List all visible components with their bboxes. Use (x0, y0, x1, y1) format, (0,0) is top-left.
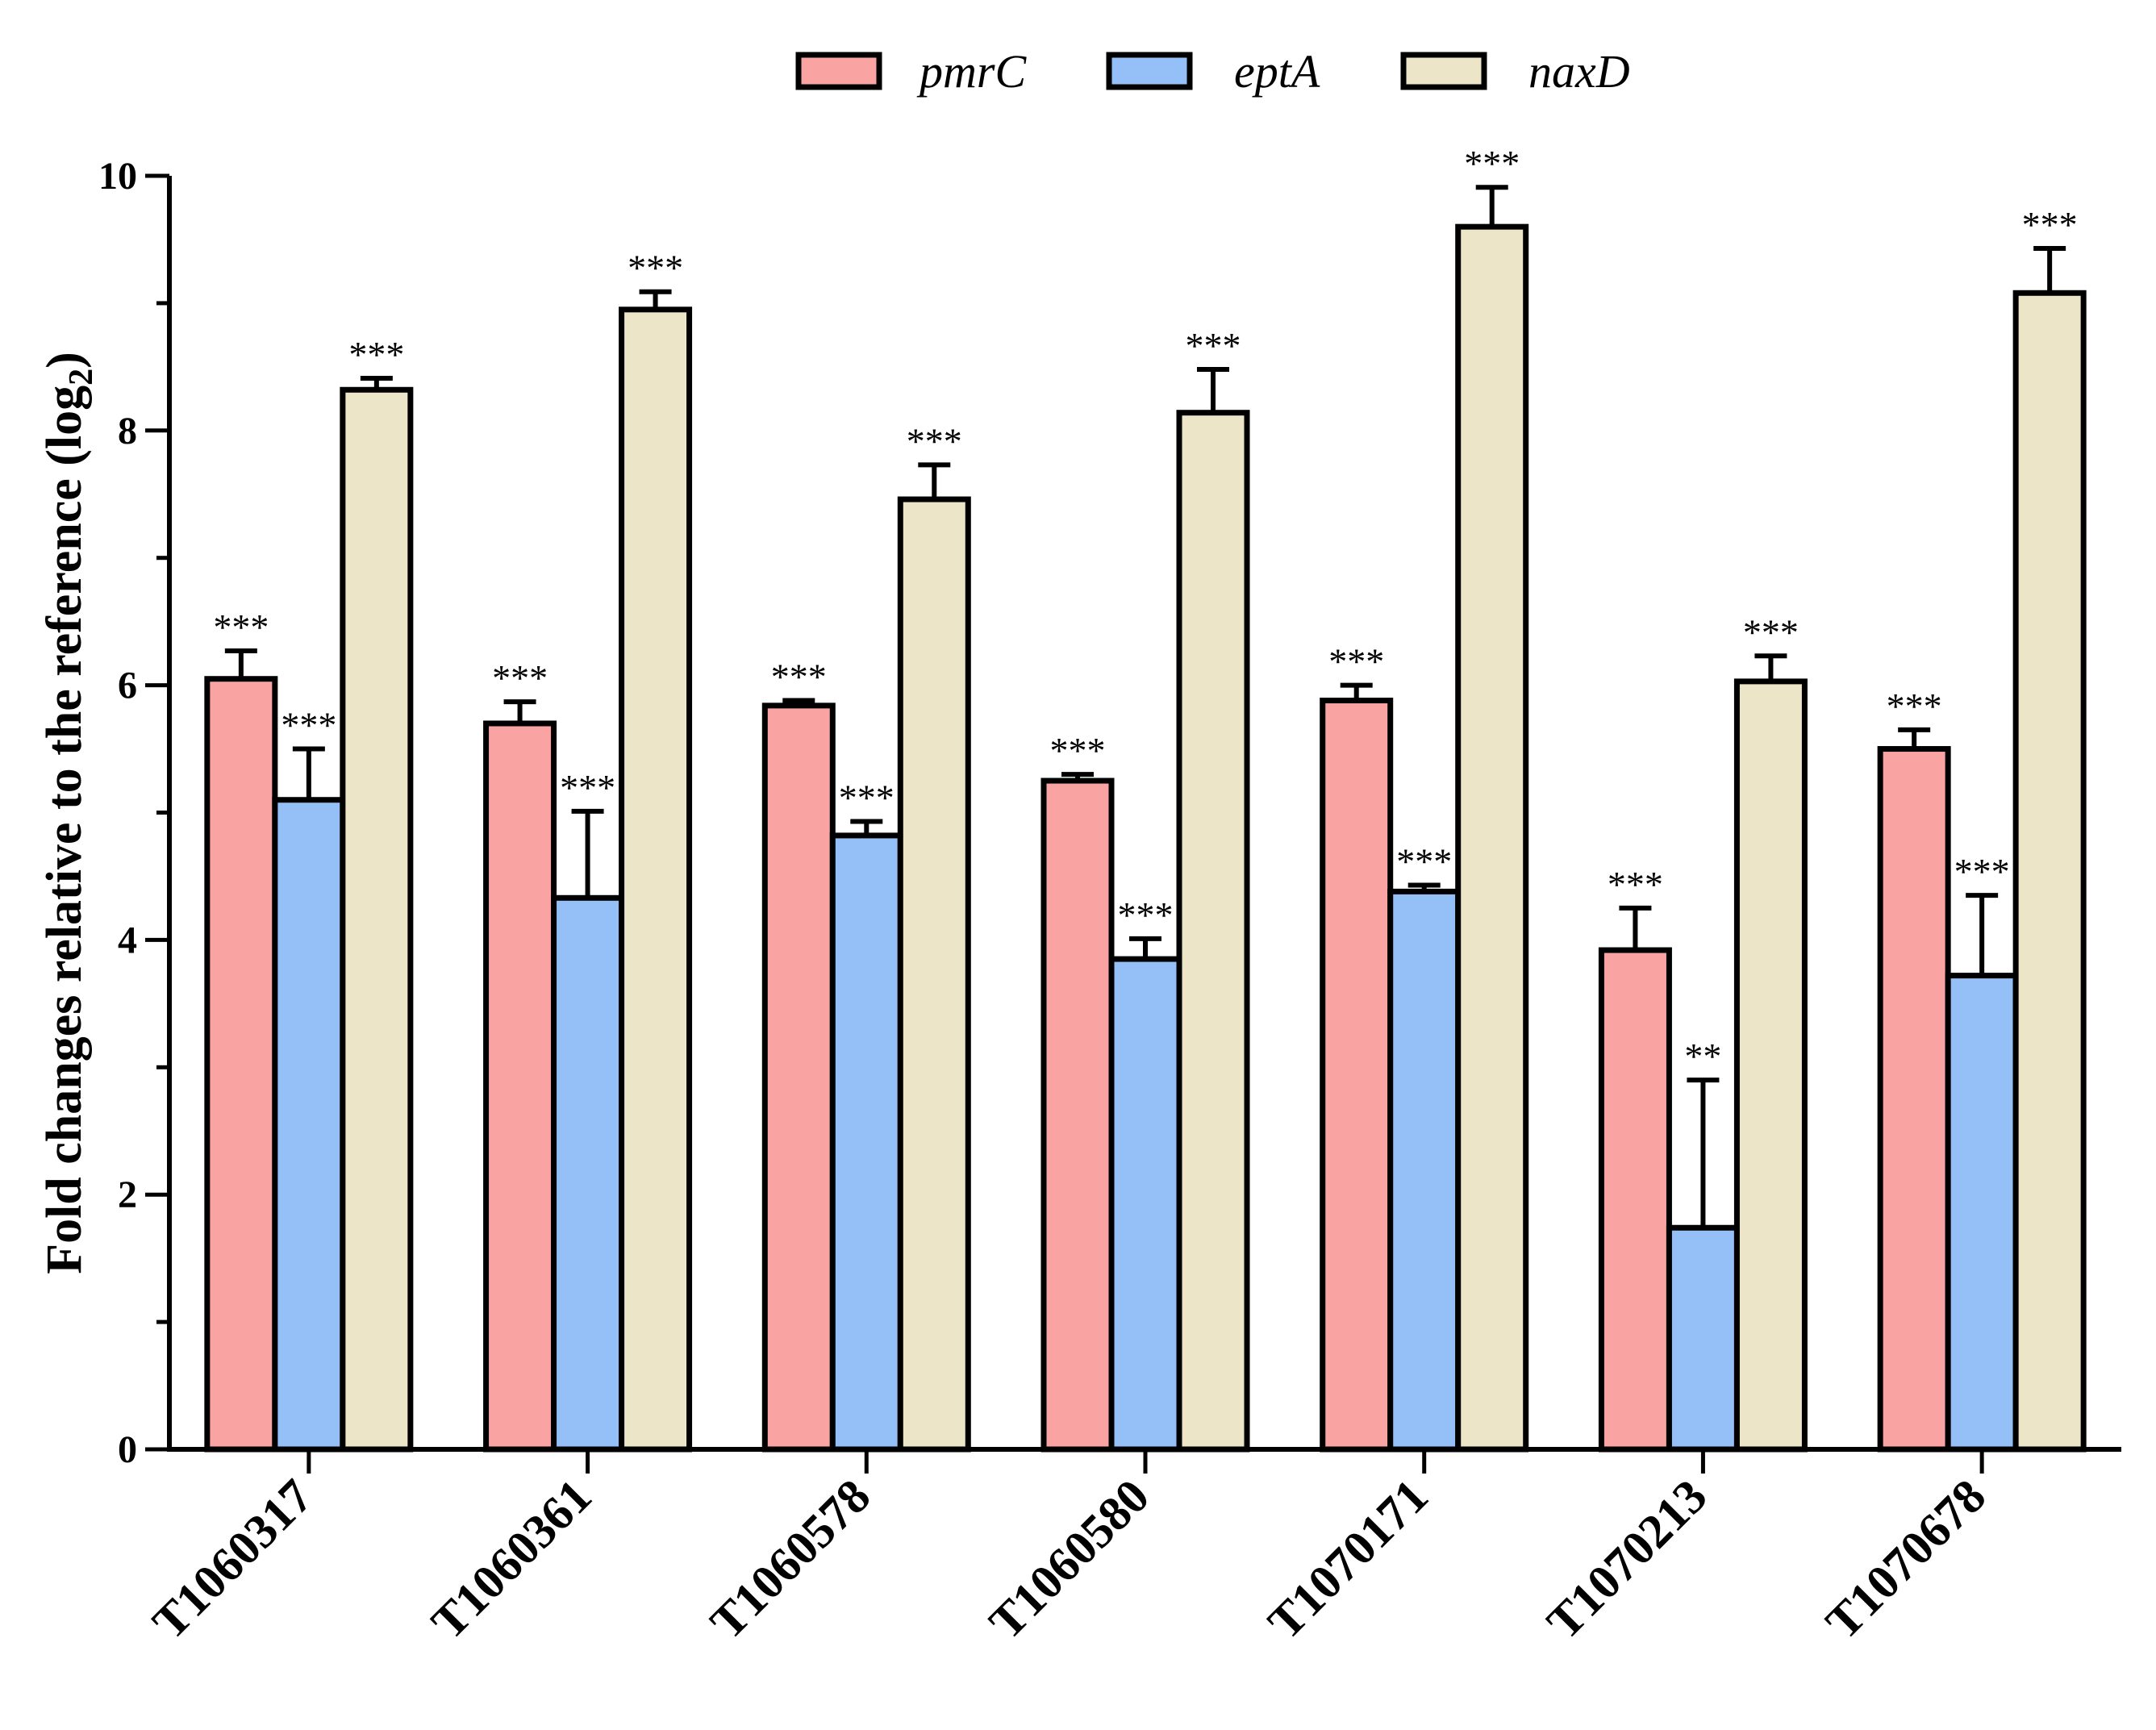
significance-label: *** (213, 607, 269, 648)
bar-pmrC-T1060580 (1040, 777, 1115, 1453)
significance-label: *** (1464, 143, 1520, 184)
significance-label: *** (907, 420, 962, 461)
bar-eptA-T1060361 (551, 894, 625, 1453)
significance-label: *** (1608, 864, 1663, 905)
significance-label: *** (1887, 686, 1942, 727)
bar-eptA-T1070171 (1387, 888, 1462, 1453)
significance-label: *** (1396, 841, 1452, 882)
x-tick-label: T1060580 (979, 1469, 1159, 1649)
x-tick-label: T1070171 (1257, 1469, 1437, 1649)
significance-label: *** (1118, 894, 1174, 936)
y-tick-label: 0 (118, 1428, 137, 1471)
legend-label-naxD: naxD (1528, 45, 1630, 98)
significance-label: *** (1050, 730, 1106, 771)
significance-label: *** (1743, 611, 1799, 652)
legend-swatch-naxD (1400, 52, 1487, 90)
bar-eptA-T1070213 (1666, 1224, 1740, 1453)
significance-label: ** (1684, 1036, 1721, 1077)
bar-eptA-T1060317 (272, 797, 346, 1453)
bar-pmrC-T1070678 (1877, 746, 1951, 1453)
significance-label: *** (348, 334, 404, 375)
legend-swatch-pmrC (795, 52, 882, 90)
significance-label: *** (1186, 325, 1241, 366)
x-tick-label: T1060317 (143, 1469, 323, 1649)
significance-label: *** (2022, 204, 2078, 245)
significance-label: *** (628, 248, 683, 289)
significance-label: *** (839, 777, 895, 819)
bar-eptA-T1060578 (829, 832, 903, 1453)
bar-naxD-T1070678 (2012, 290, 2087, 1453)
bar-series: ****************************************… (204, 143, 2087, 1453)
y-tick-label: 8 (118, 410, 137, 452)
bar-pmrC-T1060578 (761, 702, 836, 1453)
significance-label: *** (771, 657, 827, 698)
x-axis: T1060317 T1060361 T1060578 T1060580 T1070171… (143, 1447, 2121, 1649)
bar-eptA-T1060580 (1108, 956, 1182, 1453)
significance-label: *** (1954, 851, 2010, 892)
bar-pmrC-T1060317 (204, 676, 278, 1453)
bar-pmrC-T1060361 (483, 720, 557, 1453)
significance-label: *** (281, 705, 336, 746)
significance-label: *** (560, 767, 615, 808)
x-tick-label: T1070678 (1816, 1469, 1995, 1649)
significance-label: *** (1328, 641, 1384, 682)
x-tick-label: T1060361 (421, 1469, 601, 1649)
legend-label-eptA: eptA (1234, 45, 1320, 98)
significance-label: *** (492, 657, 548, 698)
bar-pmrC-T1070171 (1320, 698, 1394, 1453)
y-axis-title: Fold changes relative to the reference (… (37, 352, 100, 1274)
x-tick-label: T1060578 (700, 1469, 880, 1649)
y-axis-label: Fold changes relative to the reference (… (37, 352, 100, 1274)
bar-eptA-T1070678 (1945, 973, 2019, 1453)
y-tick-label: 10 (98, 155, 137, 198)
y-tick-label: 6 (118, 665, 137, 707)
bar-naxD-T1060578 (897, 496, 971, 1453)
bar-naxD-T1060317 (340, 386, 414, 1453)
y-tick-label: 4 (118, 919, 137, 961)
y-axis: 0 2 4 6 8 10 (98, 155, 172, 1471)
bar-naxD-T1060580 (1176, 410, 1250, 1453)
y-tick-label: 2 (118, 1173, 137, 1216)
legend-label-pmrC: pmrC (916, 45, 1027, 98)
legend-swatch-eptA (1106, 52, 1193, 90)
bar-pmrC-T1070213 (1598, 947, 1672, 1453)
bar-naxD-T1070171 (1455, 223, 1529, 1453)
x-tick-label: T1070213 (1537, 1469, 1716, 1649)
bar-naxD-T1060361 (619, 306, 693, 1453)
legend: pmrC eptA naxD (795, 45, 1630, 98)
bar-naxD-T1070213 (1733, 678, 1808, 1453)
